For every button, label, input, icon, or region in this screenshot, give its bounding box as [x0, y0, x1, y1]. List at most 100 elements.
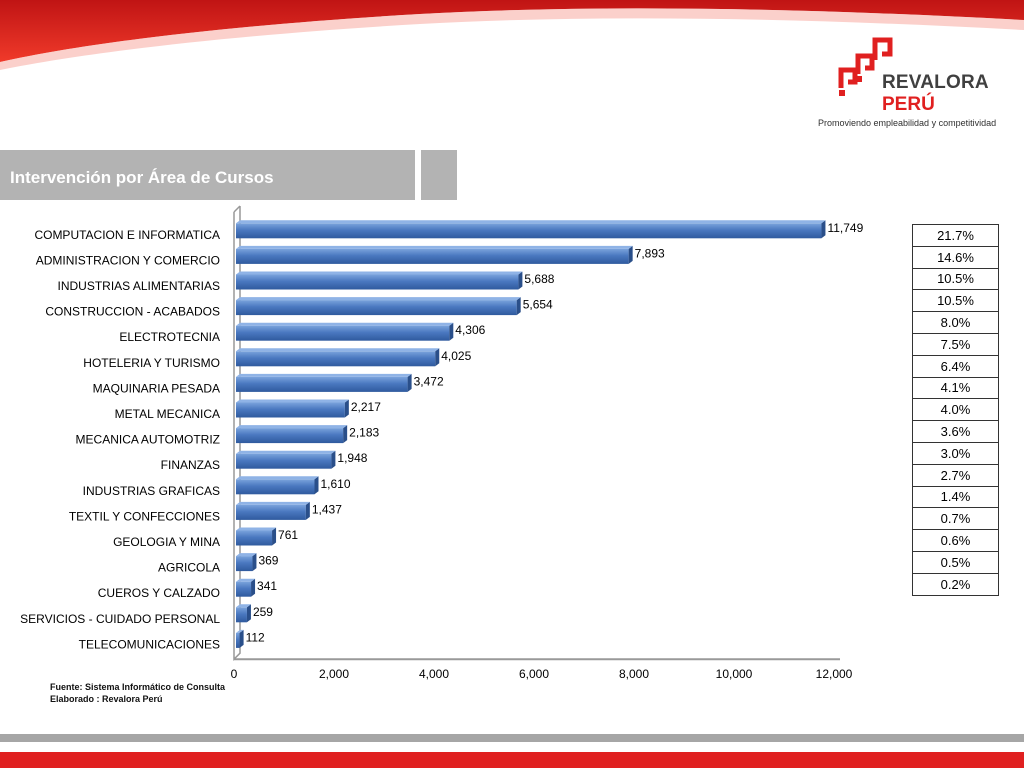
category-label: TEXTIL Y CONFECCIONES [69, 509, 220, 523]
percentage-cell: 1.4% [912, 485, 999, 509]
table-row: 2.7% [912, 463, 999, 487]
data-label: 4,025 [441, 349, 471, 363]
title-bar-accent [421, 150, 457, 200]
bar [236, 322, 454, 341]
data-label: 1,437 [312, 502, 342, 516]
bar [236, 220, 826, 239]
x-tick-label: 12,000 [816, 667, 853, 681]
category-label: SERVICIOS - CUIDADO PERSONAL [20, 612, 220, 626]
bar [236, 527, 277, 546]
category-label: MAQUINARIA PESADA [93, 381, 220, 395]
category-label: TELECOMUNICACIONES [79, 637, 220, 651]
bar [236, 297, 521, 316]
percentage-cell: 0.7% [912, 507, 999, 531]
x-tick-label: 6,000 [519, 667, 549, 681]
bar [236, 399, 349, 418]
percentage-table: 21.7% 14.6% 10.5% 10.5% 8.0% 7.5% 6.4% 4.1% 4.0%… [912, 224, 999, 596]
percentage-cell: 4.0% [912, 398, 999, 422]
table-row: 7.5% [912, 332, 999, 356]
table-row: 21.7% [912, 224, 999, 247]
percentage-cell: 21.7% [912, 224, 999, 247]
table-row: 1.4% [912, 485, 999, 509]
logo-name-line1: REVALORA [882, 72, 989, 93]
top-banner [0, 0, 1024, 70]
data-label: 341 [257, 579, 277, 593]
percentage-cell: 3.0% [912, 441, 999, 465]
bar-chart: COMPUTACION E INFORMATICA ADMINISTRACION … [20, 205, 864, 681]
data-label: 4,306 [455, 323, 485, 337]
table-row: 0.7% [912, 507, 999, 531]
table-row: 10.5% [912, 289, 999, 313]
data-label: 761 [278, 528, 298, 542]
data-label: 7,893 [635, 246, 665, 260]
revalora-logo [838, 37, 893, 96]
data-label: 1,610 [321, 477, 351, 491]
table-row: 14.6% [912, 245, 999, 269]
table-row: 3.0% [912, 441, 999, 465]
category-label: FINANZAS [161, 458, 220, 472]
bar [236, 348, 440, 367]
category-label: AGRICOLA [158, 561, 220, 575]
percentage-cell: 10.5% [912, 289, 999, 313]
bar [236, 450, 336, 469]
x-tick-label: 0 [231, 667, 238, 681]
bar [236, 604, 251, 623]
data-label: 369 [258, 554, 278, 568]
bar [236, 245, 633, 264]
percentage-cell: 0.2% [912, 572, 999, 596]
x-tick-label: 10,000 [716, 667, 753, 681]
percentage-cell: 3.6% [912, 420, 999, 443]
bar [236, 476, 319, 495]
bottom-bar-red [0, 752, 1024, 768]
title-bar [0, 150, 415, 200]
category-label: MECANICA AUTOMOTRIZ [76, 433, 220, 447]
data-label: 112 [246, 630, 265, 644]
bar [236, 425, 348, 444]
percentage-cell: 7.5% [912, 332, 999, 356]
percentage-cell: 6.4% [912, 354, 999, 378]
category-label: INDUSTRIAS ALIMENTARIAS [58, 279, 220, 293]
bar [236, 578, 256, 597]
percentage-cell: 2.7% [912, 463, 999, 487]
data-label: 5,688 [524, 272, 554, 286]
bar [236, 501, 310, 520]
data-label: 2,217 [351, 400, 381, 414]
category-label: COMPUTACION E INFORMATICA [34, 228, 220, 242]
percentage-cell: 4.1% [912, 376, 999, 400]
data-label: 11,749 [827, 221, 863, 235]
category-label: CUEROS Y CALZADO [98, 586, 220, 600]
data-label: 259 [253, 605, 273, 619]
table-row: 0.2% [912, 572, 999, 596]
data-label: 2,183 [349, 426, 379, 440]
footnote-source: Fuente: Sistema Informático de Consulta [50, 682, 226, 692]
bottom-bar-gray [0, 734, 1024, 742]
data-label: 3,472 [414, 374, 444, 388]
table-row: 6.4% [912, 354, 999, 378]
bar [236, 373, 412, 392]
footnote-author: Elaborado : Revalora Perú [50, 694, 163, 704]
table-row: 0.5% [912, 550, 999, 574]
bar [236, 271, 523, 290]
category-label: GEOLOGIA Y MINA [113, 535, 220, 549]
category-label: CONSTRUCCION - ACABADOS [45, 305, 220, 319]
category-label: METAL MECANICA [115, 407, 220, 421]
category-label: ELECTROTECNIA [119, 330, 220, 344]
percentage-cell: 8.0% [912, 311, 999, 334]
percentage-cell: 0.5% [912, 550, 999, 574]
table-row: 4.0% [912, 398, 999, 422]
table-row: 10.5% [912, 267, 999, 291]
category-label: INDUSTRIAS GRAFICAS [83, 484, 220, 498]
percentage-cell: 10.5% [912, 267, 999, 291]
bar [236, 553, 257, 572]
percentage-cell: 14.6% [912, 245, 999, 269]
footnote: Fuente: Sistema Informático de Consulta … [50, 681, 225, 705]
page-title: Intervención por Área de Cursos [10, 168, 274, 187]
percentage-cell: 0.6% [912, 529, 999, 552]
logo-name-line2: PERÚ [882, 94, 935, 115]
data-label: 1,948 [337, 451, 367, 465]
category-label: ADMINISTRACION Y COMERCIO [36, 253, 220, 267]
table-row: 8.0% [912, 311, 999, 334]
logo-tagline: Promoviendo empleabilidad y competitivid… [818, 118, 997, 128]
x-tick-label: 4,000 [419, 667, 449, 681]
table-row: 4.1% [912, 376, 999, 400]
